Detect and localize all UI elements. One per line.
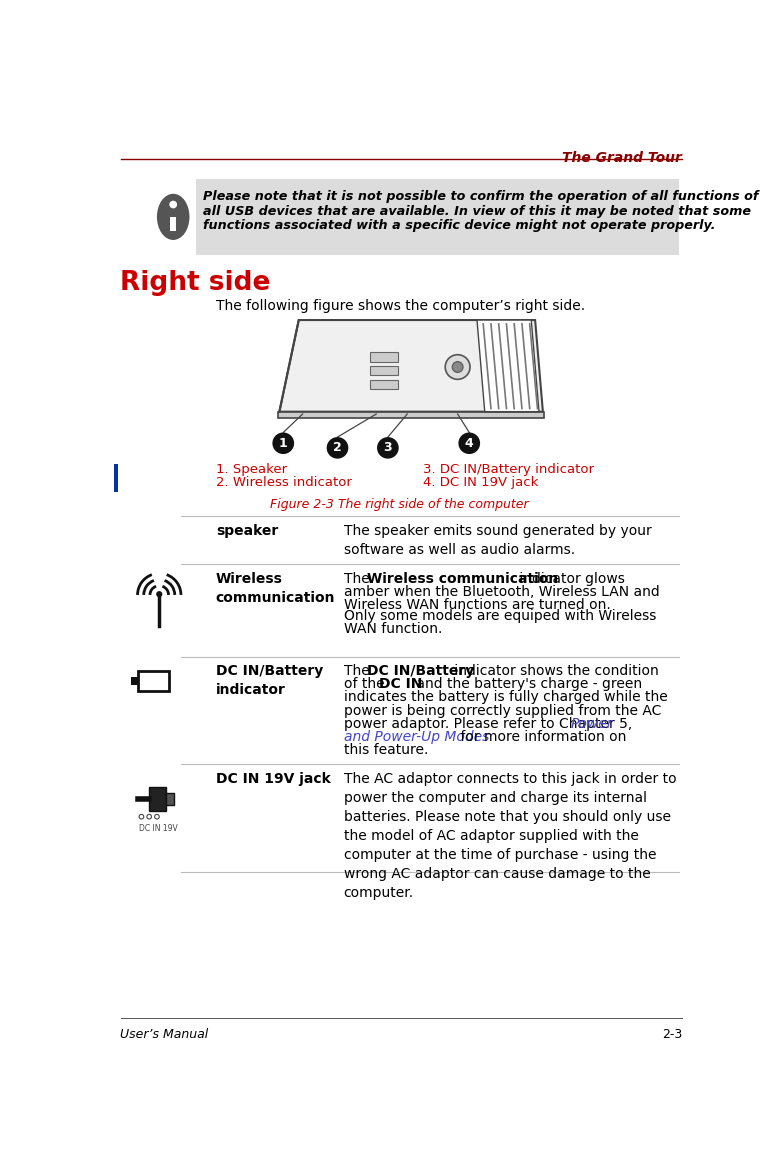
FancyBboxPatch shape (370, 353, 398, 362)
Text: The Grand Tour: The Grand Tour (562, 151, 682, 165)
Text: speaker: speaker (216, 524, 278, 538)
Text: functions associated with a specific device might not operate properly.: functions associated with a specific dev… (203, 219, 716, 232)
Ellipse shape (157, 193, 190, 240)
Text: Right side: Right side (121, 270, 271, 297)
FancyBboxPatch shape (370, 380, 398, 389)
Circle shape (327, 437, 349, 458)
Text: DC IN 19V jack: DC IN 19V jack (216, 772, 331, 786)
Circle shape (272, 432, 294, 454)
Text: amber when the Bluetooth, Wireless LAN and: amber when the Bluetooth, Wireless LAN a… (344, 585, 660, 599)
Text: 3: 3 (384, 442, 392, 455)
Text: The: The (344, 665, 373, 679)
FancyBboxPatch shape (197, 179, 678, 254)
Text: 2. Wireless indicator: 2. Wireless indicator (216, 476, 352, 490)
Text: and Power-Up Modes: and Power-Up Modes (344, 730, 489, 744)
Text: power adaptor. Please refer to Chapter 5,: power adaptor. Please refer to Chapter 5… (344, 716, 636, 730)
Text: 2-3: 2-3 (662, 1028, 682, 1041)
Circle shape (377, 437, 398, 458)
Text: this feature.: this feature. (344, 743, 428, 757)
FancyBboxPatch shape (138, 672, 169, 691)
Text: 1: 1 (279, 437, 288, 450)
FancyBboxPatch shape (170, 217, 177, 231)
Text: The speaker emits sound generated by your
software as well as audio alarms.: The speaker emits sound generated by you… (344, 524, 651, 557)
Text: 4. DC IN 19V jack: 4. DC IN 19V jack (422, 476, 538, 490)
FancyBboxPatch shape (166, 792, 174, 805)
Text: indicates the battery is fully charged while the: indicates the battery is fully charged w… (344, 690, 668, 704)
Text: DC IN: DC IN (379, 677, 422, 691)
Text: and the battery's charge - green: and the battery's charge - green (412, 677, 643, 691)
Text: of the: of the (344, 677, 389, 691)
Text: all USB devices that are available. In view of this it may be noted that some: all USB devices that are available. In v… (203, 205, 752, 218)
FancyBboxPatch shape (370, 367, 398, 375)
Text: Only some models are equiped with Wireless: Only some models are equiped with Wirele… (344, 608, 656, 622)
Text: for more information on: for more information on (457, 730, 627, 744)
Circle shape (170, 200, 177, 209)
Circle shape (156, 591, 163, 598)
Text: Wireless
communication: Wireless communication (216, 572, 335, 605)
Text: The AC adaptor connects to this jack in order to
power the computer and charge i: The AC adaptor connects to this jack in … (344, 772, 676, 900)
Text: The: The (344, 572, 373, 586)
FancyBboxPatch shape (131, 677, 138, 684)
Text: DC IN/Battery: DC IN/Battery (367, 665, 475, 679)
Text: WAN function.: WAN function. (344, 622, 442, 636)
Polygon shape (279, 320, 543, 411)
Text: Wireless WAN functions are turned on.: Wireless WAN functions are turned on. (344, 598, 611, 612)
FancyBboxPatch shape (149, 788, 166, 811)
Text: User’s Manual: User’s Manual (121, 1028, 209, 1041)
Text: DC IN/Battery
indicator: DC IN/Battery indicator (216, 665, 323, 697)
Text: Wireless communication: Wireless communication (367, 572, 559, 586)
Text: DC IN 19V: DC IN 19V (139, 824, 178, 833)
Text: 1. Speaker: 1. Speaker (216, 463, 287, 476)
Circle shape (458, 432, 480, 454)
Polygon shape (278, 411, 545, 418)
Text: 4: 4 (465, 437, 474, 450)
Text: Figure 2-3 The right side of the computer: Figure 2-3 The right side of the compute… (270, 498, 529, 511)
Text: indicator shows the condition: indicator shows the condition (450, 665, 659, 679)
Text: power is being correctly supplied from the AC: power is being correctly supplied from t… (344, 703, 661, 717)
Text: 2: 2 (333, 442, 342, 455)
Polygon shape (477, 320, 539, 411)
Text: indicator glows: indicator glows (515, 572, 626, 586)
FancyBboxPatch shape (114, 464, 118, 492)
Text: 3. DC IN/Battery indicator: 3. DC IN/Battery indicator (422, 463, 594, 476)
Circle shape (452, 362, 463, 373)
Text: Please note that it is not possible to confirm the operation of all functions of: Please note that it is not possible to c… (203, 190, 759, 203)
Circle shape (445, 355, 470, 380)
Text: Power: Power (570, 716, 613, 730)
Text: The following figure shows the computer’s right side.: The following figure shows the computer’… (216, 299, 585, 313)
